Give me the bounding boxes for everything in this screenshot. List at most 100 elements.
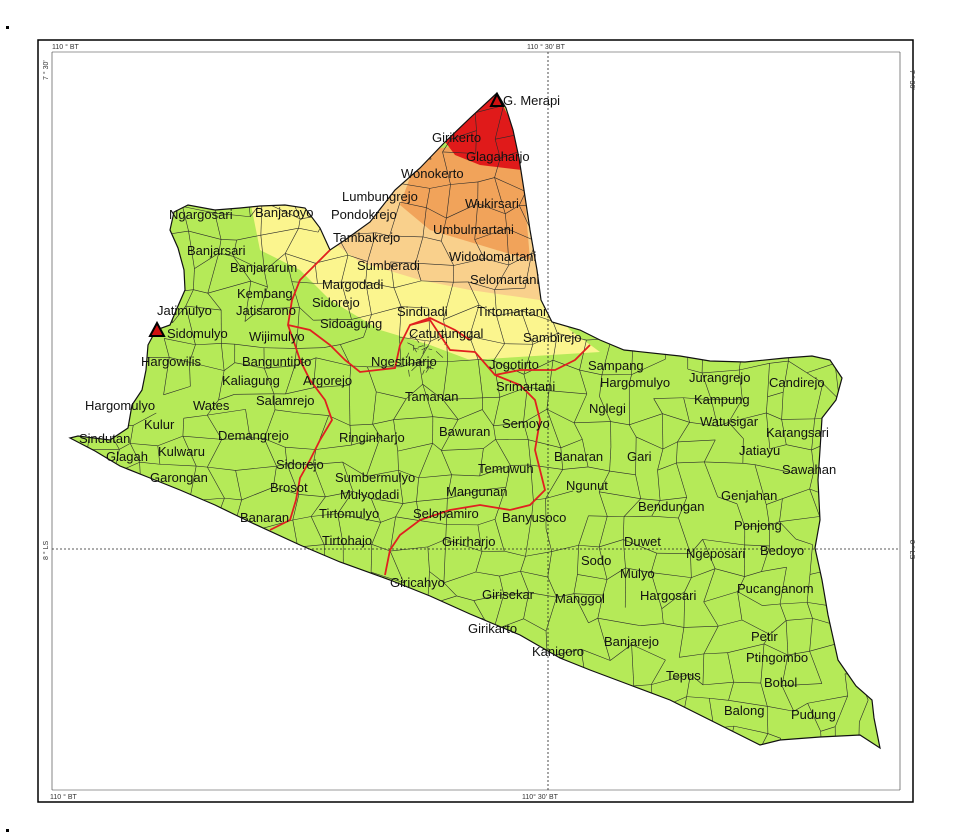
place-label[interactable]: Bohol	[764, 675, 797, 690]
place-label[interactable]: Kulur	[144, 417, 175, 432]
place-label[interactable]: Sumberadi	[357, 258, 420, 273]
place-label[interactable]: Nglegi	[589, 401, 626, 416]
place-label[interactable]: Hargomulyo	[600, 375, 670, 390]
place-label[interactable]: Ringinharjo	[339, 430, 405, 445]
place-label[interactable]: Girirharjo	[442, 534, 495, 549]
place-label[interactable]: Hargosari	[640, 588, 696, 603]
place-label[interactable]: Petir	[751, 629, 778, 644]
place-label[interactable]: Hargomulyo	[85, 398, 155, 413]
place-label[interactable]: Banjarejo	[604, 634, 659, 649]
place-label[interactable]: Pondokrejo	[331, 207, 397, 222]
place-label[interactable]: Sodo	[581, 553, 611, 568]
place-label[interactable]: Sidorejo	[312, 295, 360, 310]
place-label[interactable]: Kampung	[694, 392, 750, 407]
place-label[interactable]: Lumbungrejo	[342, 189, 418, 204]
place-label[interactable]: Tepus	[666, 668, 701, 683]
place-label[interactable]: Ponjong	[734, 518, 782, 533]
place-label[interactable]: Tambakrejo	[333, 230, 400, 245]
place-label[interactable]: Tirtohajo	[322, 533, 372, 548]
desa-boundary-segment	[501, 75, 529, 77]
place-label[interactable]: Banguntipto	[242, 354, 311, 369]
place-label[interactable]: Banjararum	[230, 260, 297, 275]
place-label[interactable]: Gari	[627, 449, 652, 464]
volcano-marker-west[interactable]	[148, 320, 166, 337]
place-label[interactable]: Jatisarono	[236, 303, 296, 318]
place-label[interactable]: Candirejo	[769, 375, 825, 390]
place-label[interactable]: Balong	[724, 703, 764, 718]
place-label[interactable]: Pucanganom	[737, 581, 814, 596]
place-label[interactable]: Demangrejo	[218, 428, 289, 443]
place-label[interactable]: Girikarto	[468, 621, 517, 636]
place-label[interactable]: Sidomulyo	[167, 326, 228, 341]
place-label[interactable]: Sidorejo	[276, 457, 324, 472]
place-label[interactable]: Garongan	[150, 470, 208, 485]
place-label[interactable]: Jatiayu	[739, 443, 780, 458]
place-label[interactable]: Sumbermulyo	[335, 470, 415, 485]
place-label[interactable]: Argorejo	[303, 373, 352, 388]
place-label[interactable]: Girikerto	[432, 130, 481, 145]
place-label[interactable]: Wijimulyo	[249, 329, 305, 344]
place-label[interactable]: Ngunut	[566, 478, 608, 493]
place-label[interactable]: Manggol	[555, 591, 605, 606]
place-label[interactable]: Jogotirto	[489, 357, 539, 372]
place-label[interactable]: Pudung	[791, 707, 836, 722]
place-label[interactable]: Sindutan	[79, 431, 130, 446]
place-label[interactable]: Temuwuh	[478, 461, 534, 476]
place-label[interactable]: Tamanan	[405, 389, 458, 404]
place-label[interactable]: Wates	[193, 398, 230, 413]
place-label[interactable]: Ngargosari	[169, 207, 233, 222]
place-label[interactable]: Girisekar	[482, 587, 535, 602]
place-label[interactable]: Wonokerto	[401, 166, 464, 181]
place-label[interactable]: Ptingombo	[746, 650, 808, 665]
place-label[interactable]: Semoyo	[502, 416, 550, 431]
place-label[interactable]: Jurangrejo	[689, 370, 750, 385]
place-label[interactable]: Banaran	[240, 510, 289, 525]
place-label[interactable]: Bendungan	[638, 499, 705, 514]
place-label[interactable]: Kanigoro	[532, 644, 584, 659]
place-label[interactable]: Caturtunggal	[409, 326, 484, 341]
place-label[interactable]: Wukirsari	[465, 196, 519, 211]
place-label[interactable]: Giricahyo	[390, 575, 445, 590]
place-label[interactable]: Srimartani	[496, 379, 555, 394]
place-label[interactable]: Sinduadi	[397, 304, 448, 319]
place-label[interactable]: Kembang	[237, 286, 293, 301]
place-label[interactable]: Banaran	[554, 449, 603, 464]
place-label[interactable]: Duwet	[624, 534, 661, 549]
place-label[interactable]: G. Merapi	[503, 93, 560, 108]
desa-boundary-segment	[284, 228, 299, 254]
place-label[interactable]: Banjarsari	[187, 243, 246, 258]
place-label[interactable]: Glagah	[106, 449, 148, 464]
place-label[interactable]: Ngestiharjo	[371, 354, 437, 369]
place-label[interactable]: Banyusoco	[502, 510, 566, 525]
place-label[interactable]: Kulwaru	[158, 444, 205, 459]
place-label[interactable]: Hargowilis	[141, 354, 201, 369]
place-label[interactable]: Glagaharjo	[466, 149, 530, 164]
place-label[interactable]: Selopamiro	[413, 506, 479, 521]
place-label[interactable]: Mulyodadi	[340, 487, 399, 502]
place-label[interactable]: Bawuran	[439, 424, 490, 439]
place-label[interactable]: Sambirejo	[523, 330, 582, 345]
place-label[interactable]: Banjaroyo	[255, 205, 314, 220]
place-label[interactable]: Mangunan	[446, 484, 507, 499]
place-label[interactable]: Jatimulyo	[157, 303, 212, 318]
place-label[interactable]: Kaliagung	[222, 373, 280, 388]
volcano-marker-merapi[interactable]	[489, 91, 505, 107]
place-label[interactable]: Genjahan	[721, 488, 777, 503]
place-label[interactable]: Salamrejo	[256, 393, 315, 408]
place-label[interactable]: Watusigar	[700, 414, 759, 429]
place-label[interactable]: Umbulmartani	[433, 222, 514, 237]
place-label[interactable]: Selomartani	[470, 272, 539, 287]
place-label[interactable]: Tirtomartani	[477, 304, 546, 319]
place-label[interactable]: Widodomartani	[449, 249, 537, 264]
place-label[interactable]: Karangsari	[766, 425, 829, 440]
place-label[interactable]: Tirtomulyo	[319, 506, 379, 521]
place-label[interactable]: Sampang	[588, 358, 644, 373]
place-label[interactable]: Brosot	[270, 480, 308, 495]
place-label[interactable]: Sawahan	[782, 462, 836, 477]
place-label[interactable]: Margodadi	[322, 277, 384, 292]
place-label[interactable]: Ngeposari	[686, 546, 745, 561]
place-label[interactable]: Mulyo	[620, 566, 655, 581]
place-label[interactable]: Bedoyo	[760, 543, 804, 558]
place-label[interactable]: Sidoagung	[320, 316, 382, 331]
